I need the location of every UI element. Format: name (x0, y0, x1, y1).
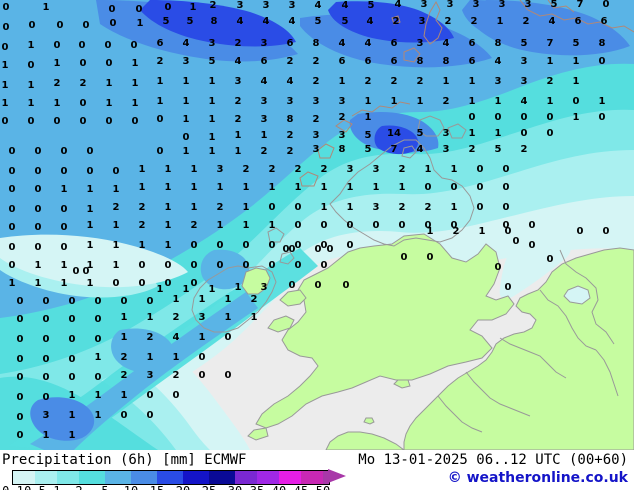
color-bar-tick-label: 50 (316, 484, 330, 490)
color-bar-tick-label: 10 (124, 484, 138, 490)
inland-water (563, 285, 591, 305)
color-bar-tick-label: 1 (53, 484, 60, 490)
color-bar-segment (323, 471, 329, 484)
color-bar-tick-label: 35 (250, 484, 264, 490)
color-bar-segment (301, 471, 323, 484)
color-bar-tick-label: 25 (202, 484, 216, 490)
forecast-valid-time: Mo 13-01-2025 06..12 UTC (00+60) (358, 452, 628, 468)
color-bar-tick-label: 5 (101, 484, 108, 490)
color-bar-tick-label: 20 (176, 484, 190, 490)
legend-title: Precipitation (6h) [mm] ECMWF (2, 452, 247, 468)
color-bar-tick-label: 30 (228, 484, 242, 490)
color-bar-tick-label: 45 (294, 484, 308, 490)
land-great-britain (255, 233, 515, 429)
copyright-credit: © weatheronline.co.uk (447, 470, 628, 486)
color-bar-segment (35, 471, 57, 484)
color-bar-tick-label: 15 (150, 484, 164, 490)
color-bar-segment (79, 471, 105, 484)
coastline-north (299, 0, 634, 187)
color-bar-segment (183, 471, 209, 484)
color-bar-segment (13, 471, 35, 484)
color-bar-segment (209, 471, 235, 484)
color-bar-segment (279, 471, 301, 484)
coastline-uk (191, 115, 475, 333)
color-bar-tick-label: 2 (75, 484, 82, 490)
map-canvas (0, 0, 634, 450)
color-bar-tick-label: 40 (272, 484, 286, 490)
color-bar-tick-label: 0.1 (2, 484, 24, 490)
legend-footer: Precipitation (6h) [mm] ECMWF 0.10.51251… (0, 450, 634, 490)
color-bar-segment (257, 471, 279, 484)
country-borders (437, 249, 619, 433)
precip-shading (0, 0, 634, 450)
color-bar-segment (131, 471, 157, 484)
color-bar-segment (57, 471, 79, 484)
color-bar-segment (105, 471, 131, 484)
color-bar (12, 470, 330, 485)
color-bar-arrow-icon (328, 469, 346, 483)
color-bar-tick-label: 0.5 (24, 484, 46, 490)
color-bar-segment (235, 471, 257, 484)
color-bar-ticks: 0.10.5125101520253035404550 (0, 484, 360, 490)
color-bar-segment (157, 471, 183, 484)
